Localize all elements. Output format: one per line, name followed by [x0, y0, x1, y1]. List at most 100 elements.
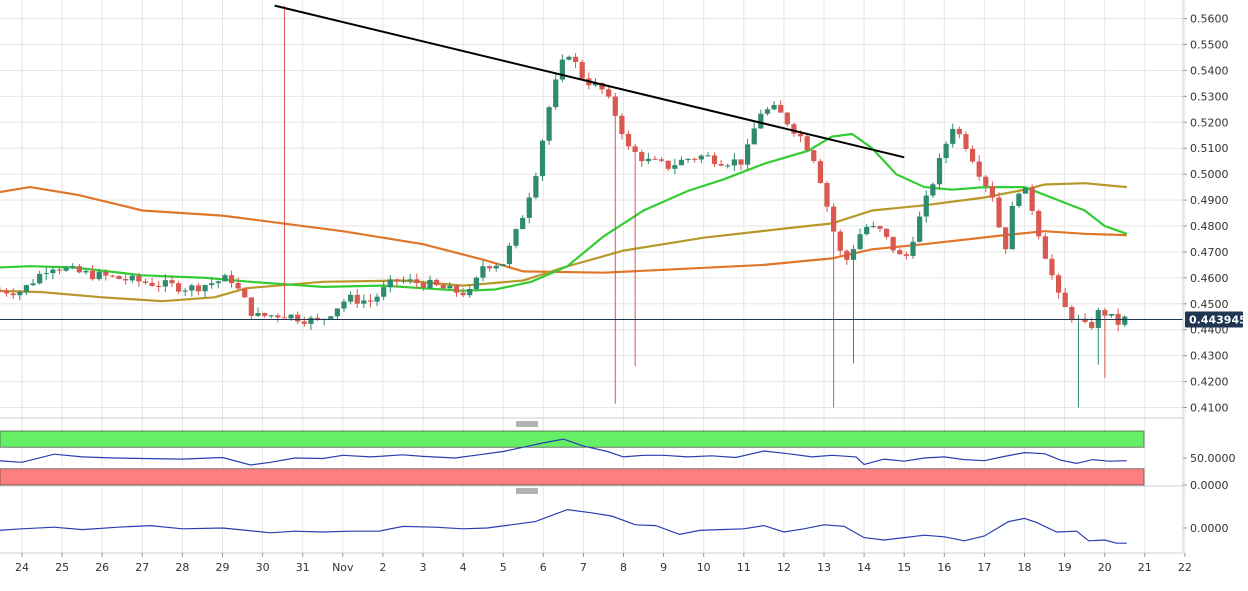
candle-up — [539, 139, 546, 181]
candle-up — [500, 263, 506, 267]
candle-up — [678, 156, 685, 166]
candle-body — [1089, 321, 1095, 328]
candle-body — [546, 107, 552, 141]
candle-body — [771, 104, 777, 110]
rsi-zones — [0, 430, 1145, 486]
y-tick-label: 0.5300 — [1190, 90, 1229, 103]
candle-down — [632, 143, 638, 367]
candle-body — [989, 186, 996, 198]
candle-down — [149, 278, 155, 287]
x-tick-label: 3 — [420, 561, 427, 574]
candle-down — [625, 130, 632, 150]
candle-down — [440, 282, 446, 289]
candle-body — [791, 124, 797, 134]
candle-up — [427, 275, 433, 289]
candle-body — [486, 266, 493, 269]
candle-down — [831, 203, 837, 408]
candle-body — [76, 266, 82, 273]
candle-up — [17, 289, 23, 301]
candle-body — [572, 56, 579, 63]
candle-body — [63, 267, 69, 271]
candle-body — [407, 279, 413, 281]
candle-body — [877, 226, 883, 229]
candle-body — [70, 266, 76, 268]
y-tick-label: 0.5000 — [1190, 168, 1229, 181]
candle-down — [195, 283, 202, 296]
candle-body — [705, 155, 711, 157]
candle-body — [1042, 236, 1048, 259]
candle-body — [414, 279, 420, 284]
candle-body — [314, 317, 321, 320]
candle-body — [109, 275, 116, 277]
candle-down — [394, 278, 400, 288]
candle-down — [711, 152, 718, 167]
candle-down — [883, 228, 890, 240]
candle-up — [745, 138, 751, 170]
candle-body — [169, 280, 175, 284]
candle-body — [50, 269, 56, 274]
candle-body — [262, 313, 268, 316]
candle-body — [645, 158, 651, 162]
candle-body — [824, 183, 830, 207]
candle-up — [493, 263, 499, 272]
candle-up — [758, 109, 764, 129]
candle-down — [354, 288, 360, 308]
candle-body — [956, 128, 962, 135]
candle-down — [486, 265, 493, 272]
candle-body — [559, 59, 565, 80]
candle-body — [592, 82, 599, 86]
candle-body — [96, 271, 102, 280]
candle-up — [910, 236, 916, 259]
candle-body — [685, 158, 691, 160]
candle-body — [136, 275, 142, 282]
candle-down — [1062, 288, 1068, 308]
candle-up — [374, 293, 380, 307]
x-tick-label: 11 — [737, 561, 751, 574]
candle-down — [692, 157, 698, 163]
candle-body — [817, 161, 823, 184]
candle-up — [1022, 187, 1029, 194]
candle-down — [262, 312, 268, 318]
rsi-tick-label: 50.0000 — [1190, 452, 1236, 465]
x-tick-label: 16 — [937, 561, 951, 574]
candle-body — [103, 271, 109, 276]
candle-body — [1049, 258, 1055, 276]
x-tick-label: 17 — [977, 561, 991, 574]
candle-body — [797, 133, 804, 137]
candle-down — [665, 160, 671, 172]
x-tick-label: 25 — [55, 561, 69, 574]
candle-up — [1009, 201, 1015, 250]
y-tick-label: 0.5400 — [1190, 64, 1229, 77]
candle-body — [1108, 313, 1115, 316]
candle-down — [844, 249, 850, 265]
y-tick-label: 0.4800 — [1190, 220, 1229, 233]
candle-body — [288, 314, 294, 319]
candle-up — [936, 153, 943, 190]
y-tick-label: 0.4100 — [1190, 401, 1229, 414]
candle-up — [381, 281, 387, 301]
candle-body — [1016, 193, 1022, 206]
candle-down — [169, 275, 175, 287]
candle-body — [427, 279, 433, 288]
candle-body — [248, 297, 254, 316]
candle-down — [824, 181, 830, 212]
candle-up — [705, 152, 711, 157]
candle-down — [1049, 254, 1055, 280]
candle-body — [870, 226, 876, 228]
candle-down — [658, 157, 665, 163]
labels: 0.41000.42000.43000.44000.45000.46000.47… — [15, 13, 1247, 574]
candle-body — [453, 285, 460, 293]
axes — [0, 0, 1187, 557]
candle-body — [228, 275, 235, 284]
candle-body — [725, 165, 731, 167]
candle-body — [539, 140, 546, 177]
candle-down — [175, 281, 182, 294]
rsi-panel-handle — [516, 421, 538, 427]
candle-down — [1055, 273, 1062, 299]
x-tick-label: 15 — [897, 561, 911, 574]
x-tick-label: 29 — [216, 561, 230, 574]
candle-down — [778, 100, 784, 113]
candle-body — [963, 134, 969, 149]
candle-up — [1122, 315, 1128, 328]
